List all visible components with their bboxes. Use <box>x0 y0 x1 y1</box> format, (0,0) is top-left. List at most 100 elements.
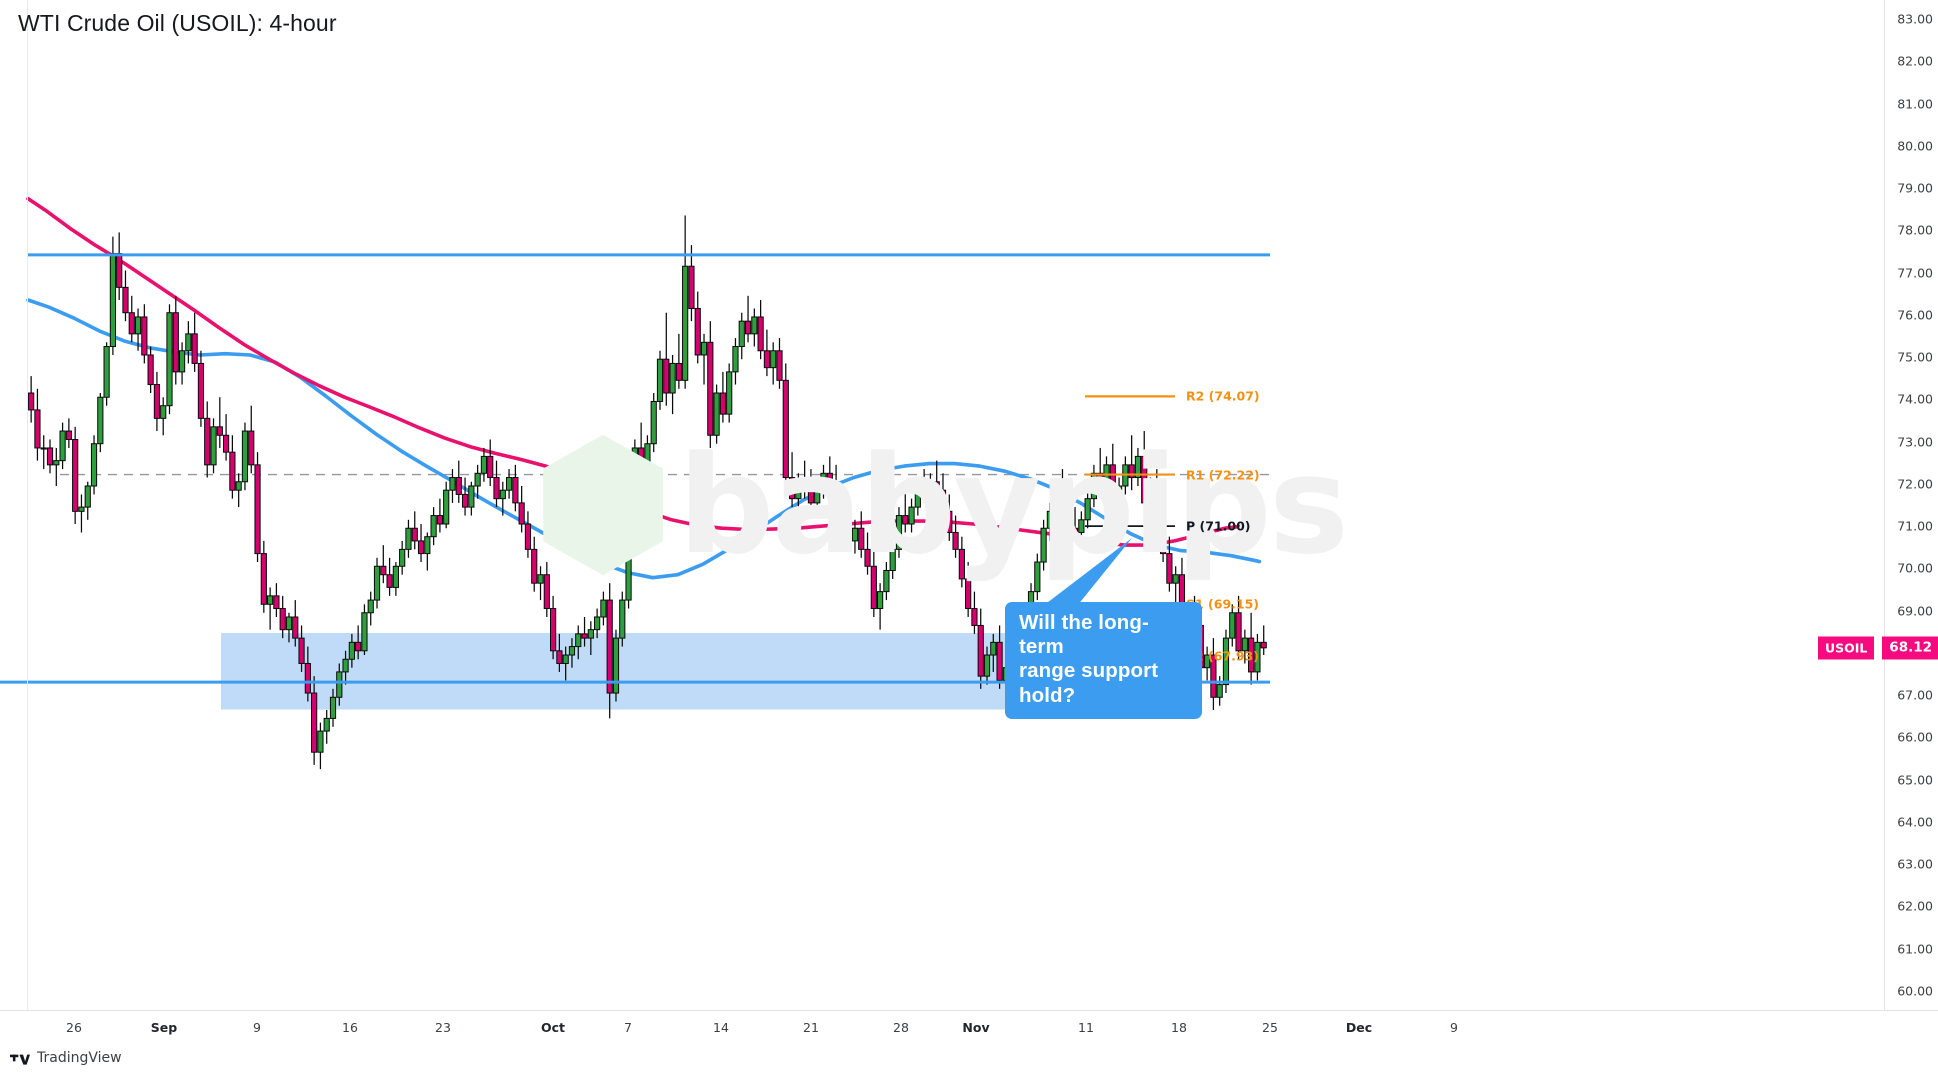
candle-body <box>59 430 66 462</box>
candle-body <box>549 608 557 652</box>
candle-body <box>870 565 877 610</box>
candle-body <box>1084 498 1091 521</box>
candle-body <box>443 489 450 525</box>
candle-body <box>594 616 601 631</box>
candle-body <box>1097 472 1104 483</box>
chart-plot-area[interactable]: babypips WTI Crude Oil (USOIL): 4-hour R… <box>0 0 1884 1010</box>
candle-body <box>116 253 123 288</box>
candle-body <box>851 527 859 542</box>
symbol-badge[interactable]: USOIL <box>1818 636 1875 660</box>
price-tick: 63.00 <box>1897 856 1933 872</box>
candle-body <box>380 565 387 576</box>
candle-body <box>292 616 299 639</box>
candle-body <box>342 658 349 673</box>
price-tick: 77.00 <box>1897 265 1933 281</box>
pivot-label-s1: S1 (69.15) <box>1186 596 1260 612</box>
price-tick: 82.00 <box>1897 53 1933 69</box>
candle-body <box>304 662 311 694</box>
candle-body <box>939 489 947 512</box>
candle-body <box>1059 489 1066 550</box>
candle-body <box>820 472 827 487</box>
price-tick: 74.00 <box>1897 391 1933 407</box>
candle-body <box>72 438 79 512</box>
price-tick: 65.00 <box>1897 772 1933 788</box>
candle-body <box>97 396 104 445</box>
candle-body <box>600 599 607 618</box>
candle-body <box>883 570 890 593</box>
time-tick-7: 7 <box>624 1020 632 1035</box>
candle-body <box>663 358 670 394</box>
candle-body <box>562 654 569 664</box>
candle-body <box>587 629 594 639</box>
candle-body <box>499 489 506 500</box>
candle-body <box>946 510 953 533</box>
candle-body <box>122 286 129 314</box>
candle-body <box>1034 561 1041 593</box>
candle-body <box>1153 489 1160 525</box>
candle-body <box>386 574 393 588</box>
candle-body <box>977 624 984 677</box>
candle-body <box>832 481 840 504</box>
candle-body <box>682 265 689 381</box>
candle-body <box>512 477 519 504</box>
candle-body <box>1204 654 1211 669</box>
time-tick-16: 16 <box>342 1020 358 1035</box>
time-tick-25: 25 <box>1262 1020 1278 1035</box>
candle-body <box>1229 612 1236 639</box>
candle-body <box>468 485 475 508</box>
pivot-label-s2: S2 (67.93) <box>1186 648 1260 664</box>
price-tick: 71.00 <box>1897 518 1933 534</box>
candle-body <box>1040 527 1047 563</box>
candle-body <box>128 312 135 335</box>
candle-body <box>411 527 418 542</box>
candle-body <box>260 553 267 605</box>
price-tick: 69.00 <box>1897 603 1933 619</box>
candle-body <box>160 405 167 419</box>
candle-body <box>531 548 538 584</box>
candle-body <box>675 362 682 381</box>
candle-body <box>795 481 802 500</box>
candle-body <box>757 316 764 352</box>
time-tick-23: 23 <box>435 1020 451 1035</box>
candle-body <box>1128 464 1135 479</box>
annotation-callout[interactable]: Will the long-term range support hold? <box>1005 602 1202 719</box>
candle-body <box>1248 637 1255 673</box>
pivot-label-r1: R1 (72.22) <box>1186 467 1260 483</box>
plot-left-border <box>27 0 28 1010</box>
time-tick-28: 28 <box>893 1020 909 1035</box>
candle-body <box>744 320 752 335</box>
candle-body <box>273 595 280 610</box>
time-axis[interactable]: 26 Sep 9 16 23 Oct 7 14 21 28 Nov 11 18 25 Dec 9 <box>0 1010 1938 1044</box>
candle-body <box>952 531 959 550</box>
candle-body <box>713 392 720 436</box>
candle-body <box>700 341 708 356</box>
candle-body <box>373 565 381 601</box>
candle-body <box>1235 612 1242 652</box>
last-price-badge[interactable]: 68.12 <box>1882 636 1938 660</box>
candle-body <box>921 485 928 495</box>
candle-body <box>625 498 632 601</box>
candle-body <box>1147 489 1154 504</box>
candle-body <box>738 320 745 348</box>
candle-body <box>34 409 41 449</box>
candle-body <box>631 447 638 500</box>
candle-body <box>719 392 726 415</box>
candle-body <box>996 641 1003 681</box>
candle-body <box>53 460 60 466</box>
candle-body <box>141 316 148 356</box>
candle-body <box>1254 641 1261 673</box>
pivot-label-p: P (71.00) <box>1186 518 1251 534</box>
candle-body <box>65 430 72 440</box>
tradingview-attribution: TradingView <box>10 1050 122 1066</box>
candle-body <box>1216 684 1223 698</box>
candle-body <box>367 599 374 614</box>
candle-body <box>606 599 613 694</box>
price-axis[interactable]: 83.00 82.00 81.00 80.00 79.00 78.00 77.00 76.00… <box>1882 0 1938 1010</box>
candle-body <box>455 477 462 495</box>
candle-body <box>430 515 437 538</box>
price-tick: 64.00 <box>1897 814 1933 830</box>
time-tick-26: 26 <box>66 1020 82 1035</box>
candle-body <box>1159 523 1167 555</box>
candle-body <box>1141 455 1148 504</box>
candle-body <box>1071 527 1079 533</box>
